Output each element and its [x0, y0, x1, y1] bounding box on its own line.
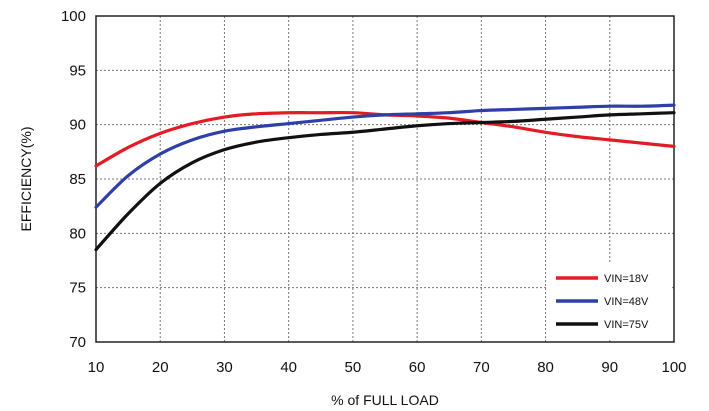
- x-axis-title: % of FULL LOAD: [331, 392, 439, 408]
- legend-label-2: VIN=48V: [604, 296, 649, 308]
- x-tick-label: 20: [152, 359, 169, 376]
- x-tick-label: 60: [409, 359, 426, 376]
- series-lines: [94, 103, 676, 252]
- y-tick-label: 85: [69, 171, 86, 188]
- y-tick-label: 95: [69, 62, 86, 79]
- x-tick-label: 80: [537, 359, 554, 376]
- y-tick-label: 90: [69, 117, 86, 134]
- legend-items: VIN=18V VIN=48V VIN=75V: [556, 273, 649, 331]
- y-tick-label: 80: [69, 225, 86, 242]
- legend: VIN=18V VIN=48V VIN=75V: [548, 264, 672, 338]
- x-tick-label: 10: [88, 359, 105, 376]
- legend-label-1: VIN=18V: [604, 273, 649, 285]
- plot-frame: [95, 15, 675, 343]
- y-tick-label: 70: [69, 334, 86, 351]
- x-tick-labels: 10 20 30 40 50 60 70 80 90 100: [88, 359, 687, 376]
- series-line-2: [94, 103, 676, 209]
- y-tick-label: 75: [69, 280, 86, 297]
- x-tick-label: 100: [661, 359, 686, 376]
- legend-label-3: VIN=75V: [604, 319, 649, 331]
- series-line-1: [94, 110, 676, 168]
- series-line-3: [94, 111, 676, 252]
- x-tick-label: 40: [280, 359, 297, 376]
- y-tick-labels: 70 75 80 85 90 95 100: [61, 8, 86, 351]
- x-tick-label: 50: [345, 359, 362, 376]
- y-axis-title: EFFICIENCY(%): [18, 127, 34, 232]
- x-tick-label: 70: [473, 359, 490, 376]
- y-tick-label: 100: [61, 8, 86, 25]
- x-tick-label: 30: [216, 359, 233, 376]
- x-tick-label: 90: [601, 359, 618, 376]
